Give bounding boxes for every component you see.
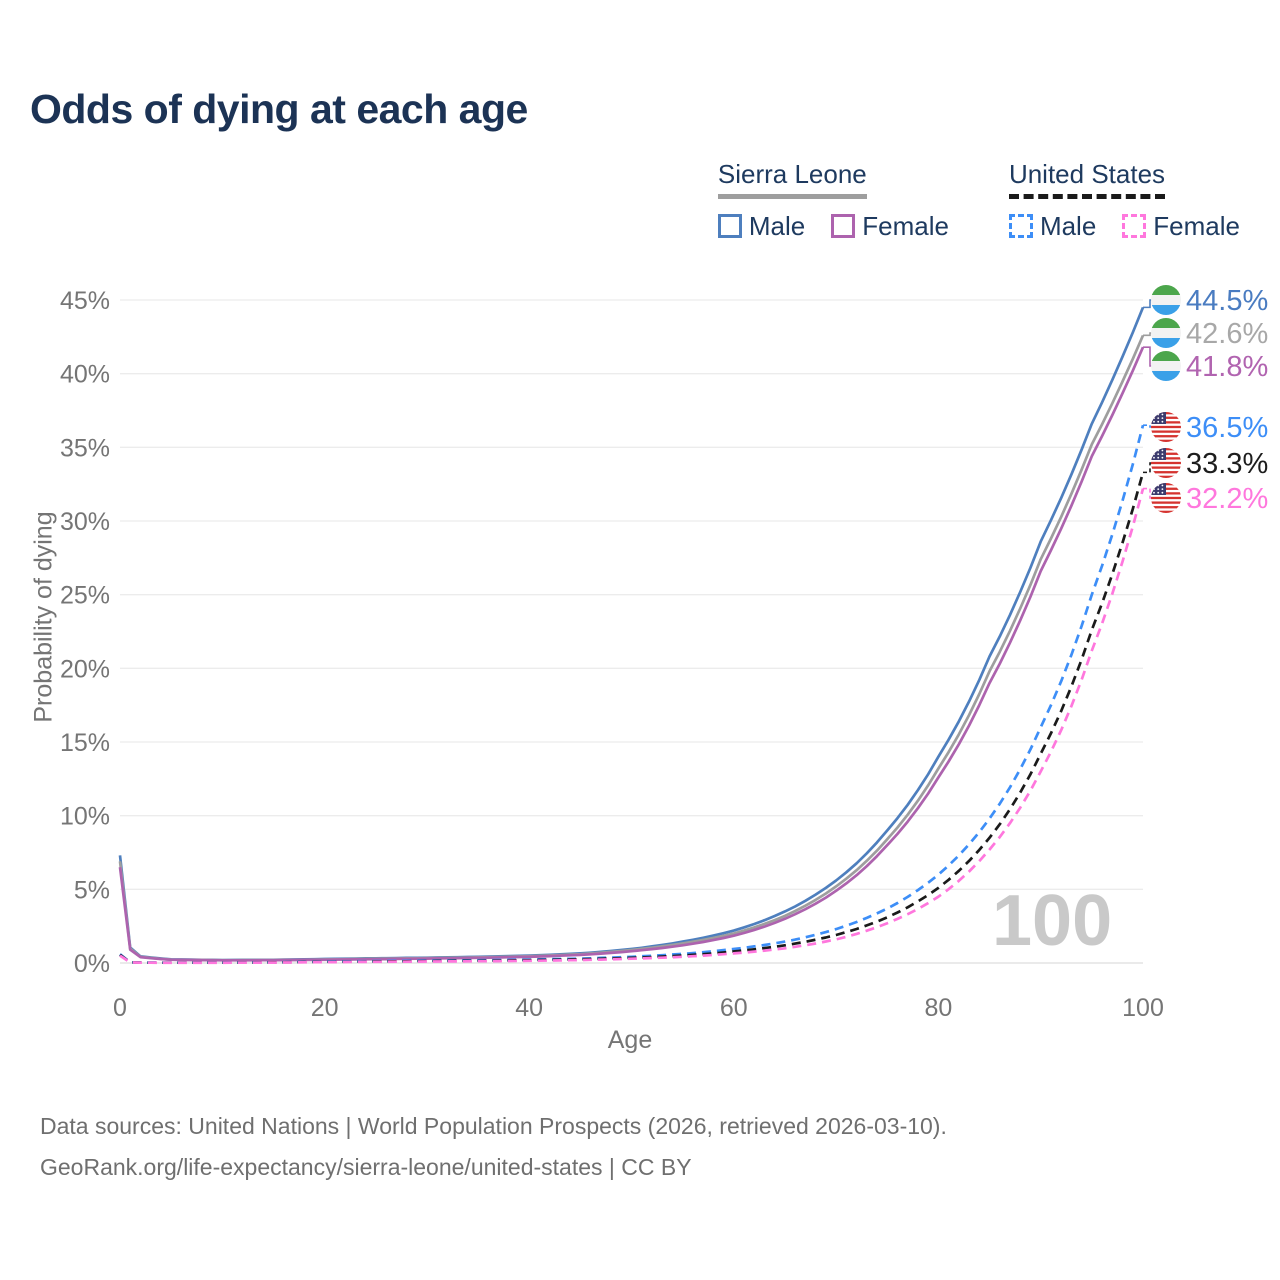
- series-line-sierra-leone-male: [118, 306, 1145, 962]
- legend-row: Male Female: [1008, 210, 1240, 242]
- end-value-label: 42.6%: [1186, 318, 1268, 350]
- series-line-united-states-male: [119, 424, 1145, 965]
- legend-swatch-sl-female-icon: [831, 214, 856, 239]
- legend-country-sierra-leone: Sierra Leone: [717, 160, 867, 199]
- y-tick-label: 20%: [60, 655, 110, 683]
- legend-item-us-male[interactable]: Male: [1008, 210, 1097, 242]
- y-tick-label: 40%: [60, 361, 110, 389]
- legend-label: Female: [862, 210, 949, 241]
- united-states-flag-icon: [1151, 483, 1181, 513]
- legend-row: Male Female: [717, 210, 949, 242]
- y-tick-label: 10%: [60, 803, 110, 831]
- age-watermark: 100: [992, 881, 1113, 961]
- page-title: Odds of dying at each age: [30, 86, 528, 132]
- sierra-leone-flag-icon: [1151, 318, 1181, 348]
- x-tick-label: 0: [113, 994, 127, 1022]
- y-tick-label: 5%: [74, 876, 110, 904]
- x-tick-label: 100: [1122, 994, 1164, 1022]
- y-tick-label: 25%: [60, 582, 110, 610]
- footer-attribution-line: GeoRank.org/life-expectancy/sierra-leone…: [40, 1154, 692, 1181]
- legend-group-united-states: United States Male Female: [1008, 160, 1240, 242]
- legend-label: Male: [1039, 210, 1097, 241]
- legend-item-sl-male[interactable]: Male: [717, 210, 806, 242]
- end-value-label: 41.8%: [1186, 351, 1268, 383]
- united-states-flag-icon: [1151, 448, 1181, 478]
- y-axis-title: Probability of dying: [29, 511, 58, 723]
- legend-swatch-us-female-icon: [1122, 214, 1147, 239]
- x-tick-label: 60: [720, 994, 748, 1022]
- x-axis-title: Age: [607, 1026, 653, 1054]
- legend-group-sierra-leone: Sierra Leone Male Female: [717, 160, 949, 242]
- y-tick-label: 45%: [60, 287, 110, 315]
- y-tick-label: 15%: [60, 729, 110, 757]
- x-tick-label: 20: [311, 994, 339, 1022]
- end-value-label: 36.5%: [1186, 412, 1268, 444]
- series-line-united-states-female: [119, 488, 1145, 965]
- series-line-sierra-leone-female: [118, 346, 1145, 962]
- footer: Data sources: United Nations | World Pop…: [40, 1106, 947, 1189]
- united-states-flag-icon: [1151, 412, 1181, 442]
- y-tick-label: 35%: [60, 434, 110, 462]
- end-value-label: 44.5%: [1186, 285, 1268, 317]
- legend-swatch-sl-male-icon: [717, 214, 742, 239]
- footer-sources-line: Data sources: United Nations | World Pop…: [40, 1113, 947, 1139]
- x-tick-label: 40: [515, 994, 543, 1022]
- x-tick-label: 80: [924, 994, 952, 1022]
- legend-label: Female: [1153, 210, 1240, 241]
- sierra-leone-flag-icon: [1151, 285, 1181, 315]
- legend-swatch-us-male-icon: [1008, 214, 1033, 239]
- series-line-sierra-leone-both: [118, 334, 1145, 962]
- y-tick-label: 0%: [74, 950, 110, 978]
- sierra-leone-flag-icon: [1151, 351, 1181, 381]
- legend: Sierra Leone Male Female United States M…: [717, 160, 1240, 242]
- legend-country-united-states: United States: [1008, 160, 1166, 199]
- legend-item-us-female[interactable]: Female: [1122, 211, 1240, 242]
- legend-label: Male: [748, 210, 806, 241]
- end-value-label: 33.3%: [1186, 448, 1268, 480]
- y-tick-label: 30%: [60, 508, 110, 536]
- legend-item-sl-female[interactable]: Female: [831, 211, 949, 242]
- end-value-label: 32.2%: [1186, 483, 1268, 515]
